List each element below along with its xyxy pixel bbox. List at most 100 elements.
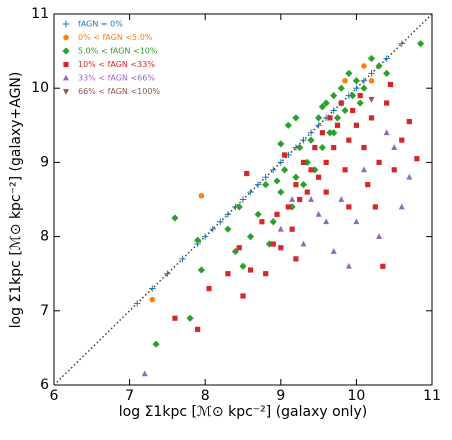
point	[326, 129, 334, 137]
legend-marker	[63, 89, 69, 95]
point	[296, 143, 304, 152]
point	[247, 267, 254, 273]
point	[349, 92, 357, 100]
point	[300, 136, 307, 144]
x-tick-label: 7	[125, 388, 134, 404]
point	[186, 314, 194, 322]
point	[334, 122, 341, 128]
point	[300, 240, 307, 247]
point	[391, 167, 397, 173]
point	[172, 315, 178, 321]
point	[263, 271, 269, 277]
point	[361, 144, 367, 151]
point	[277, 159, 284, 166]
point	[280, 166, 289, 174]
point	[331, 144, 337, 151]
y-tick-label: 8	[40, 229, 49, 245]
point	[356, 99, 364, 107]
point	[270, 166, 277, 174]
point	[262, 181, 270, 189]
point	[152, 340, 160, 348]
point	[308, 196, 315, 202]
point	[318, 103, 326, 111]
legend-label: 66% < fAGN <100%	[78, 87, 160, 96]
point	[360, 166, 367, 173]
point	[345, 262, 352, 269]
point	[244, 170, 250, 177]
point	[368, 115, 375, 121]
point	[383, 129, 390, 136]
point	[259, 219, 265, 225]
point	[353, 85, 360, 92]
x-tick-label: 8	[201, 388, 210, 404]
point	[399, 137, 405, 143]
point	[315, 210, 322, 217]
point	[300, 159, 307, 165]
point	[239, 196, 247, 203]
point	[342, 167, 348, 173]
point	[289, 226, 295, 232]
point	[149, 285, 156, 292]
legend-marker	[62, 47, 70, 55]
legend-label: 33% < fAGN <66%	[78, 74, 155, 83]
point	[288, 203, 296, 211]
point	[236, 245, 242, 251]
point	[417, 40, 425, 48]
point	[346, 137, 352, 143]
y-tick-label: 6	[40, 377, 49, 393]
point	[376, 159, 382, 165]
legend-marker	[63, 61, 69, 68]
point	[224, 225, 232, 233]
point	[372, 204, 378, 210]
point	[240, 293, 246, 299]
point	[149, 296, 156, 303]
point	[333, 114, 342, 122]
point	[387, 81, 394, 88]
point	[357, 93, 363, 99]
plot-frame	[53, 13, 433, 386]
y-tick-label: 10	[31, 80, 49, 96]
x-axis-label: log Σ1kpc [ℳ⊙ kpc⁻²] (galaxy only)	[119, 404, 367, 420]
point	[206, 285, 212, 292]
point	[292, 114, 300, 122]
point	[270, 241, 276, 247]
point	[368, 70, 375, 77]
point	[360, 77, 368, 84]
point	[337, 84, 345, 92]
point	[217, 218, 224, 225]
point	[247, 188, 254, 196]
x-tick-label: 10	[347, 388, 365, 404]
point	[383, 55, 390, 62]
y-tick-label: 11	[31, 6, 49, 22]
point	[384, 100, 390, 106]
point	[398, 203, 405, 210]
point	[323, 218, 330, 225]
point	[318, 143, 326, 152]
point	[277, 225, 284, 232]
point	[262, 174, 269, 181]
point	[292, 173, 300, 181]
point	[281, 152, 288, 158]
point	[315, 114, 323, 122]
point	[308, 167, 314, 173]
point	[277, 188, 285, 196]
x-tick-label: 6	[50, 388, 59, 404]
legend-marker	[63, 74, 69, 81]
point	[269, 218, 277, 226]
legend-label: 5.0% < fAGN <10%	[78, 47, 158, 56]
point	[265, 240, 274, 248]
x-tick-label: 9	[276, 388, 285, 404]
point	[375, 62, 383, 70]
point	[195, 326, 201, 332]
legend-marker	[62, 20, 70, 28]
point	[293, 256, 299, 262]
point	[209, 225, 216, 233]
point	[383, 69, 391, 77]
point	[202, 233, 209, 240]
point	[289, 196, 296, 202]
point	[299, 181, 308, 189]
point	[327, 115, 333, 121]
point	[368, 96, 375, 103]
y-axis-label: log Σ1kpc [ℳ⊙ kpc⁻²] (galaxy+AGN)	[8, 72, 24, 329]
